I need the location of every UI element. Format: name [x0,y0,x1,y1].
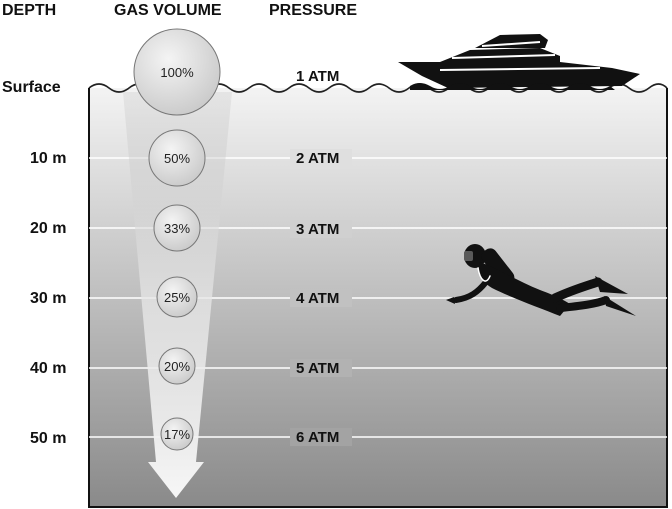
gas-bubble [133,28,221,116]
volume-label: 33% [164,221,190,236]
gas-bubble [148,129,206,187]
volume-label: 25% [164,290,190,305]
gas-bubble [158,347,196,385]
depth-label: 20 m [30,220,66,237]
volume-label: 100% [160,65,194,80]
pressure-labels: 1 ATM 2 ATM 3 ATM 4 ATM 5 ATM 6 ATM [290,68,352,446]
boat-icon [398,34,640,90]
volume-label: 20% [164,359,190,374]
depth-label: 10 m [30,150,66,167]
gas-volume-header: GAS VOLUME [114,2,222,19]
volume-label: 17% [164,427,190,442]
depth-header: DEPTH [2,2,56,19]
depth-label: 50 m [30,430,66,447]
pressure-label: 4 ATM [296,290,339,307]
pressure-label: 2 ATM [296,150,339,167]
pressure-label: 6 ATM [296,429,339,446]
pressure-label-backing [290,428,352,446]
pressure-label: 1 ATM [296,68,339,85]
depth-label: 40 m [30,360,66,377]
scuba-diver-icon [446,244,636,316]
pressure-header: PRESSURE [269,2,357,19]
gas-bubbles: 100% 50% 33% 25% 20% 17% [133,28,221,451]
depth-label: Surface [2,79,61,96]
depth-labels: Surface 10 m 20 m 30 m 40 m 50 m [2,79,66,447]
pressure-label-backing [290,220,352,238]
pressure-label: 3 ATM [296,221,339,238]
depth-label: 30 m [30,290,66,307]
gas-bubble [156,276,198,318]
pressure-label-backing [290,289,352,307]
gas-bubble [153,204,201,252]
pressure-label-backing [290,359,352,377]
pressure-label-backing [290,149,352,167]
pressure-label: 5 ATM [296,360,339,377]
gas-bubble [160,417,194,451]
volume-label: 50% [164,151,190,166]
